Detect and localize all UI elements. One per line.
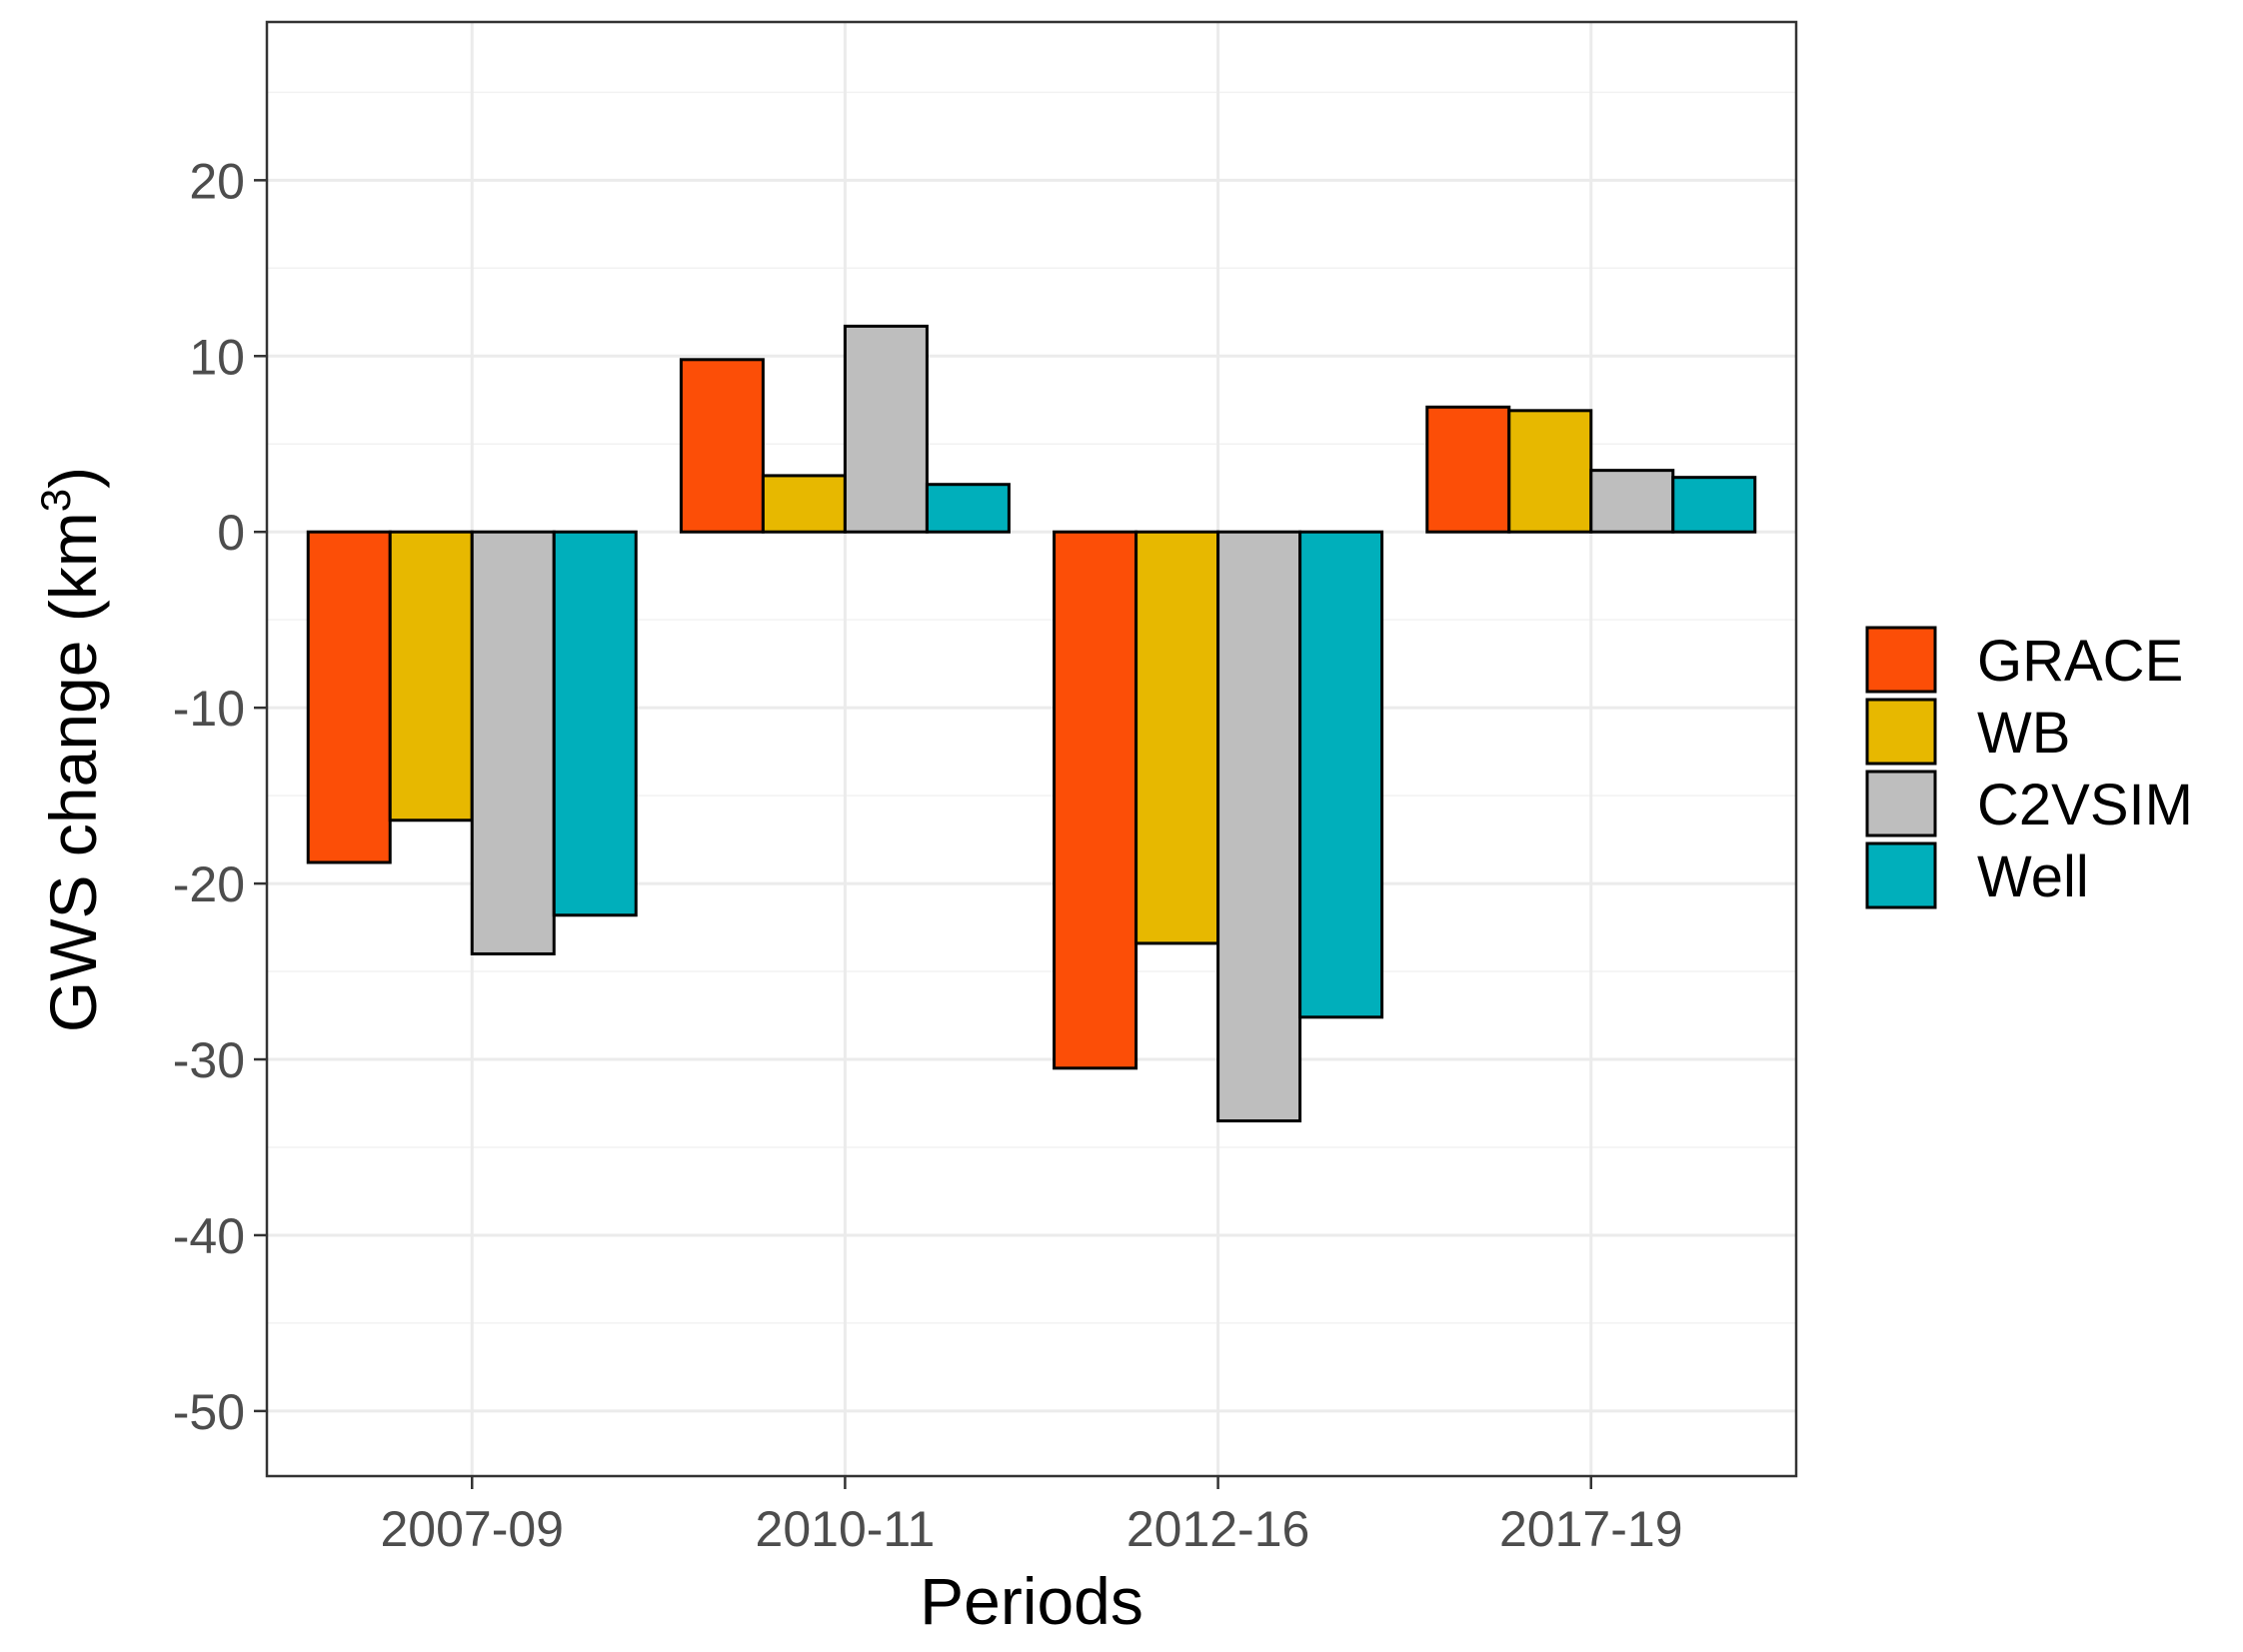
bar-wb-2007-09 bbox=[388, 530, 474, 823]
bar-grace-2010-11 bbox=[679, 358, 765, 534]
x-axis: 2007-09 2010-11 2012-16 2017-19 bbox=[380, 1476, 1683, 1557]
y-tick-label: -50 bbox=[173, 1384, 245, 1440]
legend-label-well: Well bbox=[1977, 844, 2089, 909]
bar-c2vsim-2007-09 bbox=[470, 530, 556, 955]
legend-label-c2vsim: C2VSIM bbox=[1977, 773, 2193, 837]
y-tick-label: 20 bbox=[189, 153, 245, 209]
x-tick-label: 2007-09 bbox=[380, 1501, 564, 1557]
bar-well-2007-09 bbox=[552, 530, 638, 917]
legend-label-wb: WB bbox=[1977, 701, 2070, 766]
bar-grace-2012-16 bbox=[1053, 530, 1138, 1070]
bar-wb-2012-16 bbox=[1134, 530, 1220, 945]
y-tick-label: -30 bbox=[173, 1032, 245, 1088]
y-axis-title-superscript: 3 bbox=[32, 489, 79, 512]
y-axis-title-close: ) bbox=[36, 467, 110, 489]
bar-well-2017-19 bbox=[1671, 476, 1757, 534]
bar-well-2010-11 bbox=[925, 483, 1011, 534]
bar-c2vsim-2012-16 bbox=[1216, 530, 1302, 1123]
bar-wb-2010-11 bbox=[761, 474, 847, 534]
y-axis: 20 10 0 -10 -20 -30 -40 -50 bbox=[173, 153, 267, 1440]
legend-key-wb bbox=[1865, 698, 1937, 766]
legend-key-c2vsim bbox=[1865, 770, 1937, 837]
y-tick-label: -20 bbox=[173, 856, 245, 912]
y-tick-label: -10 bbox=[173, 681, 245, 737]
legend-label-grace: GRACE bbox=[1977, 629, 2183, 694]
bar-wb-2017-19 bbox=[1507, 409, 1593, 534]
plot-panel-border bbox=[265, 20, 1798, 1478]
y-tick-label: -40 bbox=[173, 1208, 245, 1264]
x-tick-label: 2010-11 bbox=[756, 1501, 936, 1557]
bar-c2vsim-2017-19 bbox=[1589, 469, 1675, 534]
x-tick-label: 2017-19 bbox=[1499, 1501, 1683, 1557]
y-axis-title: GWS change (km3) bbox=[32, 467, 110, 1032]
bar-well-2012-16 bbox=[1298, 530, 1384, 1019]
legend-key-well bbox=[1865, 841, 1937, 909]
bar-c2vsim-2010-11 bbox=[843, 324, 929, 534]
bars-layer bbox=[306, 324, 1757, 1123]
legend-key-grace bbox=[1865, 626, 1937, 694]
bar-grace-2017-19 bbox=[1425, 405, 1511, 534]
x-tick-label: 2012-16 bbox=[1126, 1501, 1310, 1557]
x-axis-title: Periods bbox=[920, 1564, 1143, 1638]
legend: GRACE WB C2VSIM Well bbox=[1865, 626, 2193, 909]
y-tick-label: 10 bbox=[189, 329, 245, 385]
bar-grace-2007-09 bbox=[306, 530, 392, 864]
y-axis-title-main: GWS change (km bbox=[36, 512, 110, 1032]
y-tick-label: 0 bbox=[217, 505, 245, 561]
